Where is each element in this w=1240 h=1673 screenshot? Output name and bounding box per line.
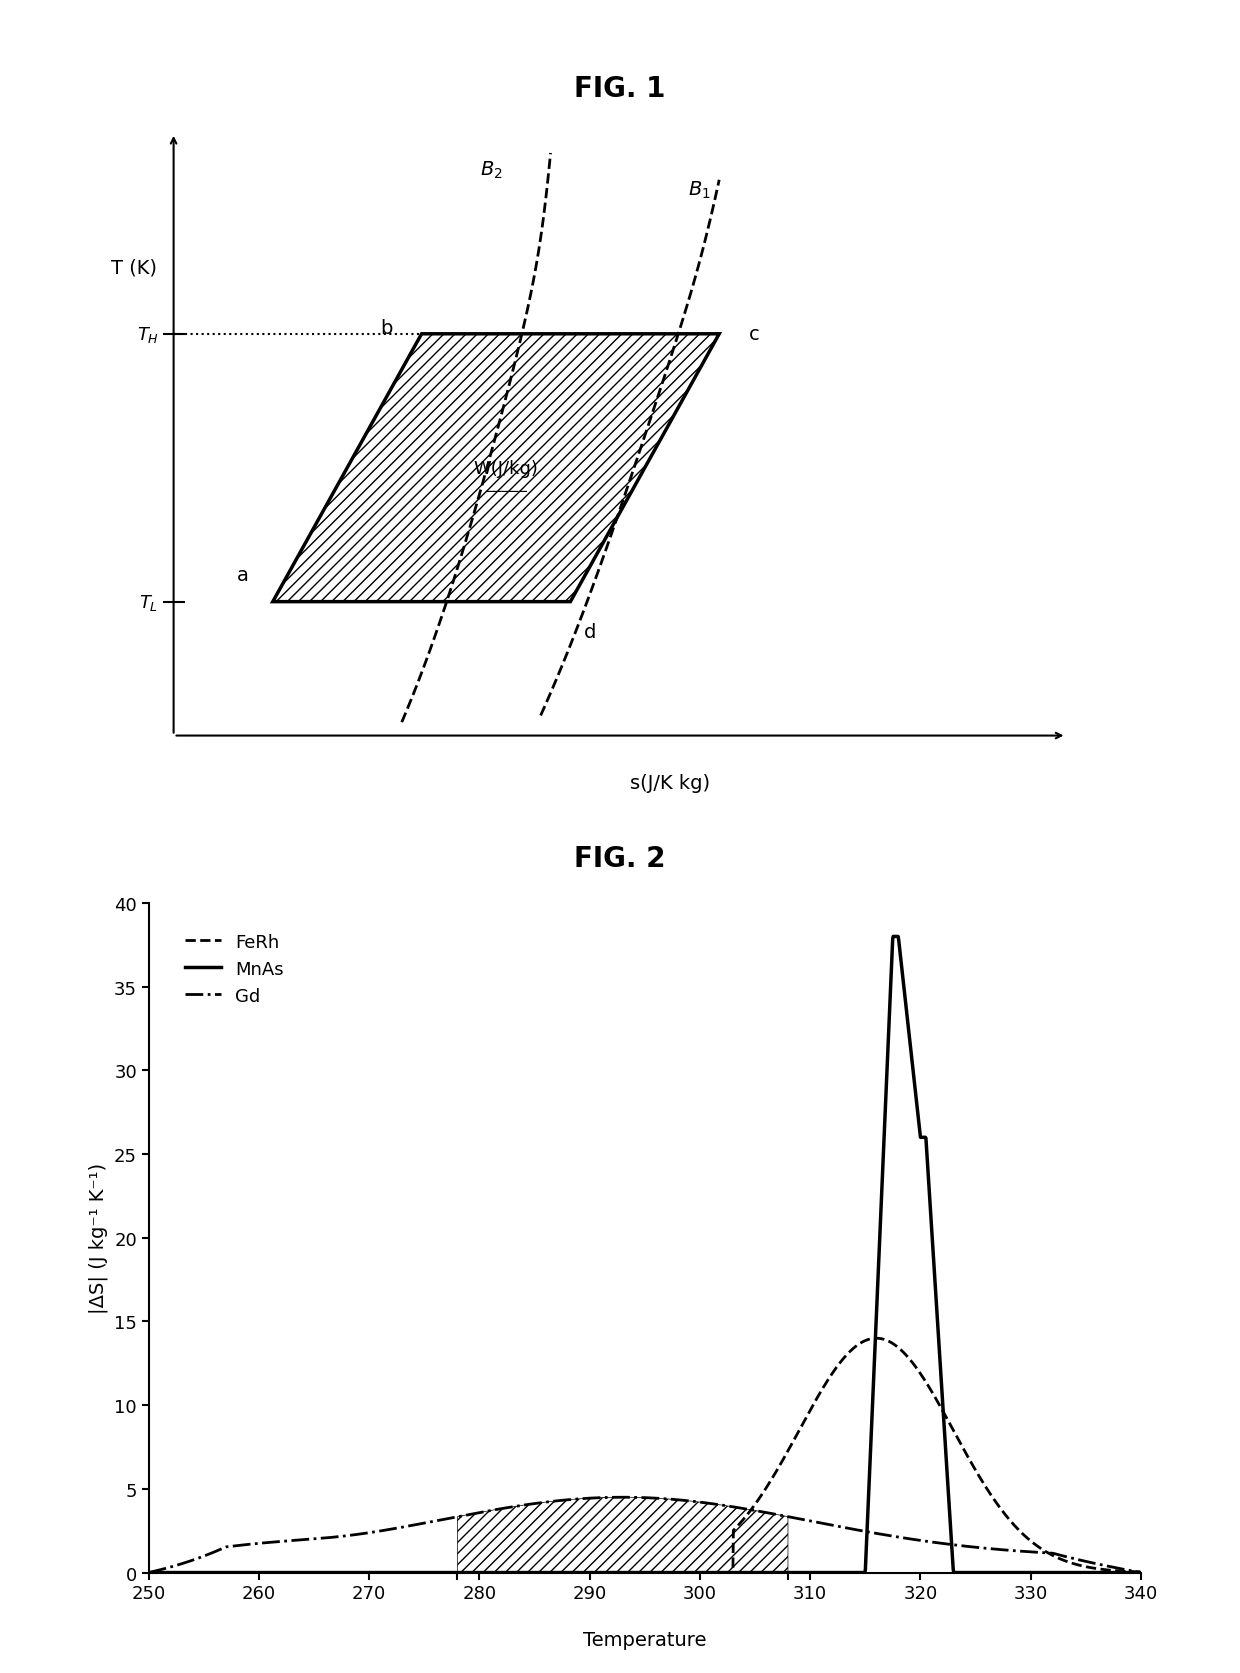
Text: b: b	[381, 318, 393, 338]
Text: $T_H$: $T_H$	[136, 325, 159, 345]
Line: MnAs: MnAs	[149, 937, 1141, 1573]
Y-axis label: |ΔS| (J kg⁻¹ K⁻¹): |ΔS| (J kg⁻¹ K⁻¹)	[89, 1163, 108, 1313]
Text: s(J/K kg): s(J/K kg)	[630, 773, 709, 793]
Gd	[598, 1487, 613, 1507]
Text: ─────: ─────	[485, 485, 527, 499]
Text: $B_1$: $B_1$	[688, 179, 711, 201]
Text: d: d	[584, 622, 596, 642]
Gd	[1133, 1563, 1148, 1583]
Text: $T_L$: $T_L$	[139, 592, 159, 612]
MnAs	[624, 1563, 639, 1583]
MnAs	[141, 1563, 156, 1583]
FeRh	[869, 1328, 884, 1348]
Text: a: a	[237, 565, 249, 586]
MnAs	[1133, 1563, 1148, 1583]
Gd	[1105, 1558, 1120, 1578]
Gd	[615, 1487, 630, 1507]
FeRh	[141, 1563, 156, 1583]
FeRh	[192, 1563, 207, 1583]
Gd	[1105, 1558, 1120, 1578]
Gd	[192, 1548, 207, 1568]
MnAs	[598, 1563, 613, 1583]
FeRh	[1105, 1561, 1120, 1581]
FeRh	[624, 1563, 639, 1583]
Text: T (K): T (K)	[110, 258, 157, 278]
MnAs	[885, 927, 900, 947]
Polygon shape	[273, 335, 719, 602]
FeRh	[598, 1563, 613, 1583]
Text: FIG. 2: FIG. 2	[574, 845, 666, 873]
Line: Gd: Gd	[149, 1497, 1141, 1573]
Gd	[923, 1532, 937, 1553]
MnAs	[192, 1563, 207, 1583]
Text: $B_2$: $B_2$	[480, 159, 502, 181]
Line: FeRh: FeRh	[149, 1338, 1141, 1573]
FeRh	[923, 1380, 937, 1400]
Gd	[624, 1487, 639, 1507]
MnAs	[923, 1200, 937, 1220]
X-axis label: Temperature: Temperature	[583, 1630, 707, 1650]
Text: W(J/kg): W(J/kg)	[474, 460, 538, 477]
FeRh	[1133, 1563, 1148, 1583]
Legend: FeRh, MnAs, Gd: FeRh, MnAs, Gd	[177, 925, 291, 1012]
Text: FIG. 1: FIG. 1	[574, 75, 666, 104]
Text: c: c	[749, 325, 759, 345]
Gd	[141, 1563, 156, 1583]
MnAs	[1105, 1563, 1120, 1583]
MnAs	[1105, 1563, 1120, 1583]
FeRh	[1105, 1561, 1120, 1581]
